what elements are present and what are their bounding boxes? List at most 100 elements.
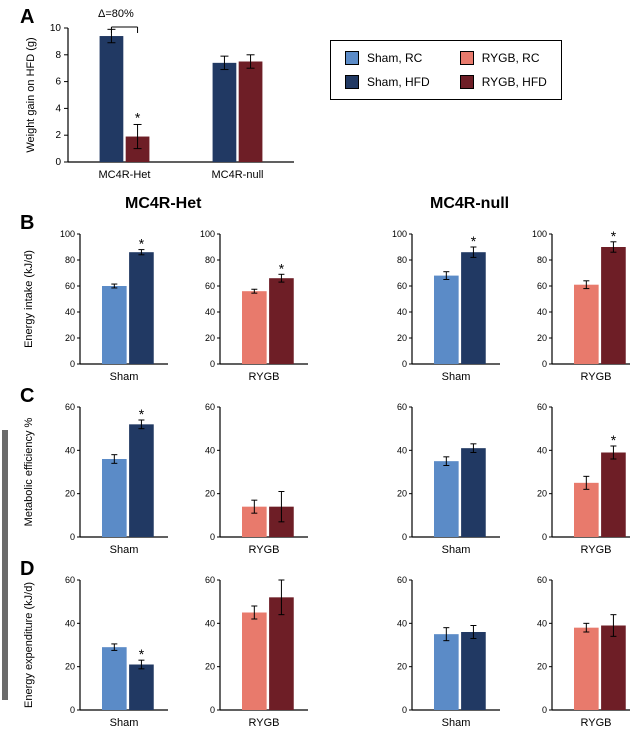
svg-text:60: 60 [205, 575, 215, 585]
legend-item-rygb-rc: RYGB, RC [460, 51, 547, 65]
legend-label: Sham, HFD [367, 75, 430, 89]
svg-text:*: * [611, 228, 617, 244]
svg-text:60: 60 [537, 575, 547, 585]
svg-text:RYGB: RYGB [249, 717, 280, 729]
svg-text:*: * [611, 432, 617, 448]
svg-text:*: * [279, 260, 285, 276]
legend-item-rygb-hfd: RYGB, HFD [460, 75, 547, 89]
svg-text:Sham: Sham [442, 371, 471, 383]
svg-text:0: 0 [402, 532, 407, 542]
legend-label: RYGB, RC [482, 51, 540, 65]
svg-text:100: 100 [392, 229, 407, 239]
svg-text:40: 40 [397, 307, 407, 317]
genotype-null-header: MC4R-null [430, 195, 509, 213]
svg-text:*: * [471, 233, 477, 249]
svg-text:20: 20 [537, 662, 547, 672]
svg-text:40: 40 [537, 445, 547, 455]
svg-text:Weight gain on HFD (g): Weight gain on HFD (g) [25, 37, 37, 152]
svg-text:60: 60 [397, 575, 407, 585]
svg-text:60: 60 [65, 575, 75, 585]
svg-text:*: * [135, 109, 141, 125]
svg-text:RYGB: RYGB [581, 371, 612, 383]
svg-text:60: 60 [397, 281, 407, 291]
svg-text:0: 0 [210, 532, 215, 542]
svg-text:60: 60 [65, 281, 75, 291]
svg-text:Metabolic efficiency %: Metabolic efficiency % [23, 417, 35, 526]
svg-text:10: 10 [50, 23, 62, 34]
legend-item-sham-rc: Sham, RC [345, 51, 430, 65]
svg-text:0: 0 [402, 359, 407, 369]
svg-text:80: 80 [537, 255, 547, 265]
svg-text:20: 20 [205, 489, 215, 499]
svg-text:20: 20 [65, 662, 75, 672]
svg-text:0: 0 [70, 705, 75, 715]
svg-text:Sham: Sham [110, 717, 139, 729]
svg-text:40: 40 [205, 307, 215, 317]
svg-text:20: 20 [397, 333, 407, 343]
svg-text:Sham: Sham [110, 544, 139, 556]
svg-text:20: 20 [397, 489, 407, 499]
legend-label: RYGB, HFD [482, 75, 547, 89]
svg-text:60: 60 [537, 281, 547, 291]
svg-text:8: 8 [55, 50, 61, 61]
svg-text:0: 0 [542, 359, 547, 369]
svg-text:40: 40 [537, 307, 547, 317]
svg-text:80: 80 [397, 255, 407, 265]
svg-text:40: 40 [205, 445, 215, 455]
svg-text:100: 100 [532, 229, 547, 239]
svg-text:40: 40 [397, 445, 407, 455]
svg-text:0: 0 [542, 705, 547, 715]
genotype-het-header: MC4R-Het [125, 195, 201, 213]
svg-text:4: 4 [55, 103, 61, 114]
panel-c-row: Metabolic efficiency % 0 20 40 60 * Sham 0 20 40 6… [20, 395, 630, 563]
svg-text:0: 0 [210, 359, 215, 369]
panel-a-chart: 0 2 4 6 8 10 Weight gain on HFD (g) * MC4R-Het MC… [20, 18, 300, 190]
legend-swatch [460, 51, 474, 65]
svg-text:*: * [139, 236, 145, 252]
svg-text:Sham: Sham [442, 717, 471, 729]
svg-text:RYGB: RYGB [581, 544, 612, 556]
svg-text:RYGB: RYGB [249, 544, 280, 556]
svg-text:60: 60 [205, 402, 215, 412]
svg-text:60: 60 [205, 281, 215, 291]
svg-text:6: 6 [55, 77, 61, 88]
svg-text:40: 40 [65, 445, 75, 455]
svg-text:60: 60 [397, 402, 407, 412]
svg-text:40: 40 [205, 618, 215, 628]
svg-text:0: 0 [55, 157, 61, 168]
svg-text:100: 100 [200, 229, 215, 239]
svg-text:0: 0 [70, 359, 75, 369]
svg-text:*: * [139, 646, 145, 662]
svg-text:80: 80 [65, 255, 75, 265]
svg-text:20: 20 [205, 662, 215, 672]
legend-label: Sham, RC [367, 51, 422, 65]
svg-text:100: 100 [60, 229, 75, 239]
svg-text:80: 80 [205, 255, 215, 265]
svg-text:40: 40 [65, 307, 75, 317]
svg-text:Sham: Sham [442, 544, 471, 556]
svg-text:Energy expenditure (kJ/d): Energy expenditure (kJ/d) [23, 582, 35, 708]
svg-text:0: 0 [402, 705, 407, 715]
svg-text:60: 60 [65, 402, 75, 412]
svg-text:40: 40 [537, 618, 547, 628]
svg-text:20: 20 [65, 489, 75, 499]
svg-text:0: 0 [70, 532, 75, 542]
svg-text:20: 20 [65, 333, 75, 343]
svg-text:2: 2 [55, 130, 61, 141]
svg-text:RYGB: RYGB [249, 371, 280, 383]
legend: Sham, RC Sham, HFD RYGB, RC RYGB, HFD [330, 40, 562, 100]
svg-text:Sham: Sham [110, 371, 139, 383]
legend-swatch [460, 75, 474, 89]
svg-text:20: 20 [537, 489, 547, 499]
svg-text:60: 60 [537, 402, 547, 412]
svg-text:*: * [139, 406, 145, 422]
svg-text:MC4R-null: MC4R-null [212, 169, 264, 181]
svg-text:0: 0 [210, 705, 215, 715]
svg-text:MC4R-Het: MC4R-Het [99, 169, 151, 181]
panel-b-row: Energy intake (kJ/d)020406080100*Sham020… [20, 222, 630, 390]
svg-text:40: 40 [397, 618, 407, 628]
legend-swatch [345, 75, 359, 89]
panel-d-row: Energy expenditure (kJ/d) 0 20 40 60 * Sham 0 20… [20, 568, 630, 736]
svg-text:20: 20 [537, 333, 547, 343]
legend-item-sham-hfd: Sham, HFD [345, 75, 430, 89]
